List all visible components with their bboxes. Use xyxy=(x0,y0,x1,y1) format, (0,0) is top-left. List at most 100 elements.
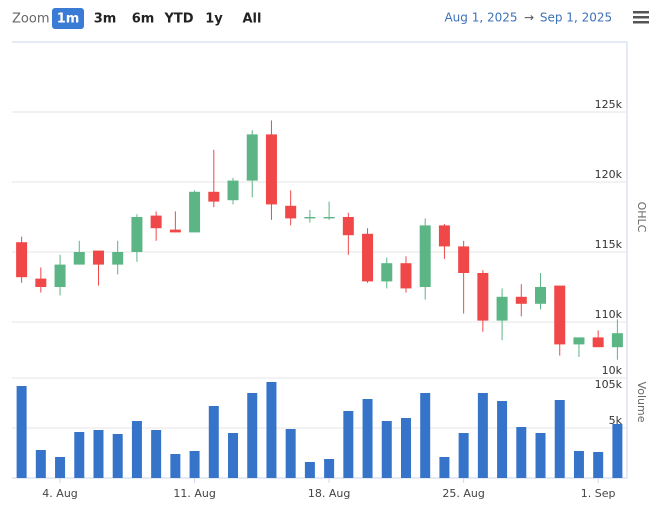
candle-body xyxy=(285,205,297,219)
volume-bar xyxy=(93,430,104,478)
candle-body xyxy=(227,180,239,201)
range-button[interactable]: 1m xyxy=(52,8,84,29)
candle-body xyxy=(73,252,85,265)
range-button[interactable]: YTD xyxy=(163,12,193,27)
volume-bar xyxy=(458,433,469,478)
volume-bar xyxy=(151,430,162,478)
range-buttons: 1m 3m 6m YTD 1y All xyxy=(52,8,261,29)
y-tick-label: 120k xyxy=(595,168,623,181)
candle-body xyxy=(304,217,316,219)
x-tick-label: 25. Aug xyxy=(442,487,484,500)
candle-body xyxy=(92,250,104,265)
button-label: 3m xyxy=(94,12,117,27)
y-tick-label: 110k xyxy=(595,308,623,321)
candle-body xyxy=(592,337,604,348)
button-label: YTD xyxy=(163,12,193,27)
volume-bar xyxy=(228,433,239,478)
candle-body xyxy=(535,287,547,304)
y-tick-label: 105k xyxy=(595,378,623,391)
candle-body xyxy=(342,217,354,236)
candle-body xyxy=(458,246,470,273)
volume-bar xyxy=(55,457,66,478)
button-label: 6m xyxy=(132,12,155,27)
volume-bar xyxy=(112,434,123,478)
candle-body xyxy=(150,215,162,229)
menu-bar xyxy=(633,21,649,24)
volume-bar xyxy=(74,432,85,478)
range-button[interactable]: 1y xyxy=(205,12,223,27)
candle-body xyxy=(16,242,28,278)
volume-bar xyxy=(208,406,219,478)
zoom-label: Zoom xyxy=(12,12,49,27)
volume-bar xyxy=(439,457,450,478)
range-button[interactable]: All xyxy=(243,12,262,27)
x-tick-label: 4. Aug xyxy=(42,487,77,500)
x-tick-label: 1. Sep xyxy=(581,487,616,500)
volume-bar xyxy=(247,393,258,478)
candle-body xyxy=(515,296,527,304)
volume-bar xyxy=(573,451,584,478)
candle-body xyxy=(381,263,393,282)
candle-body xyxy=(208,191,220,202)
candle-body xyxy=(419,225,431,287)
volume-bar xyxy=(170,454,181,478)
candle-body xyxy=(131,217,143,252)
volume-bar xyxy=(612,424,623,478)
candle-body xyxy=(246,134,258,181)
candle-body xyxy=(611,333,623,348)
volume-bar xyxy=(554,400,565,478)
y-tick-label: 115k xyxy=(595,238,623,251)
volume-bar xyxy=(477,393,488,478)
volume-bar xyxy=(362,399,373,478)
volume-bar xyxy=(400,418,411,478)
candle-body xyxy=(323,217,335,219)
y2-axis-title: Volume xyxy=(635,382,648,423)
candle-body xyxy=(35,278,47,287)
volume-bar xyxy=(285,429,296,478)
button-label: 1m xyxy=(57,12,80,27)
volume-bar xyxy=(535,433,546,478)
y-axis-title: OHLC xyxy=(635,202,648,233)
menu-bar xyxy=(633,16,649,19)
volume-bar xyxy=(343,411,354,478)
candle-body xyxy=(477,273,489,321)
volume-bar xyxy=(189,451,200,478)
volume-bar xyxy=(16,386,27,478)
y2-tick-label: 10k xyxy=(602,364,623,377)
volume-bar xyxy=(266,382,277,478)
volume-bar xyxy=(420,393,431,478)
candle-body xyxy=(54,264,66,287)
range-arrow: → xyxy=(524,11,534,25)
menu-bar xyxy=(633,11,649,14)
range-from[interactable]: Aug 1, 2025 xyxy=(444,11,517,25)
button-label: 1y xyxy=(205,12,223,27)
candle-body xyxy=(400,263,412,289)
volume-bar xyxy=(516,427,527,478)
range-button[interactable]: 6m xyxy=(132,12,155,27)
volume-bar xyxy=(304,462,315,478)
volume-bar xyxy=(35,450,46,478)
candle-body xyxy=(438,225,450,247)
x-tick-label: 18. Aug xyxy=(308,487,350,500)
x-tick-label: 11. Aug xyxy=(173,487,215,500)
volume-bar xyxy=(381,421,392,478)
candle-body xyxy=(169,229,181,233)
candle-body xyxy=(265,134,277,205)
button-label: All xyxy=(243,12,262,27)
y-tick-label: 125k xyxy=(595,98,623,111)
range-button[interactable]: 3m xyxy=(94,12,117,27)
button-bg xyxy=(52,8,84,29)
volume-bar xyxy=(593,452,604,478)
volume-bar xyxy=(131,421,142,478)
candle-body xyxy=(362,233,374,282)
y2-tick-label: 5k xyxy=(609,414,623,427)
candle-body xyxy=(112,252,124,265)
candle-body xyxy=(573,337,585,345)
candle-body xyxy=(496,296,508,321)
candle-body xyxy=(189,191,201,233)
menu-button[interactable] xyxy=(633,11,649,24)
volume-bar xyxy=(324,459,335,478)
range-to[interactable]: Sep 1, 2025 xyxy=(540,11,612,25)
candle-body xyxy=(554,285,566,345)
